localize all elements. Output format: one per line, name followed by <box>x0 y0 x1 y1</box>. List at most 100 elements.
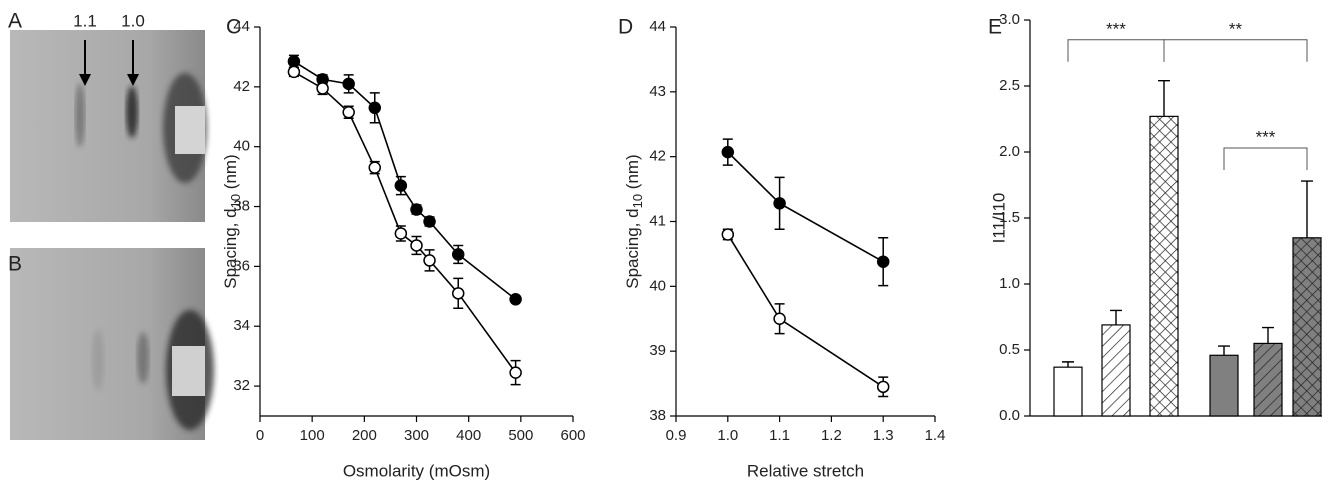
x-tick-label: 1.0 <box>717 427 738 444</box>
x-axis-label: Relative stretch <box>747 461 864 480</box>
series-line <box>293 71 517 374</box>
error-bar <box>1062 361 1074 368</box>
y-tick-label: 43 <box>649 83 666 100</box>
y-tick-label: 3.0 <box>999 11 1020 28</box>
marker <box>423 254 436 267</box>
y-axis-label: I11/I10 <box>989 193 1008 244</box>
significance-label: *** <box>1256 128 1276 147</box>
x-tick-label: 200 <box>352 427 377 444</box>
y-tick-label: 42 <box>233 78 250 95</box>
reflection-label: 1.0 <box>121 11 145 30</box>
marker <box>410 239 423 252</box>
y-axis-label-part: Spacing, d <box>221 208 240 288</box>
panel-label: D <box>618 16 633 39</box>
series-line <box>293 60 517 300</box>
significance-label: ** <box>1229 19 1243 38</box>
marker <box>423 215 436 228</box>
y-tick-label: 1.0 <box>999 275 1020 292</box>
y-axis-label: Spacing, d10 (nm) <box>623 154 645 288</box>
error-bar <box>1218 345 1230 356</box>
x-tick-label: 100 <box>300 427 325 444</box>
y-tick-label: 42 <box>649 148 666 165</box>
marker <box>394 179 408 192</box>
y-tick-label: 38 <box>233 198 250 215</box>
panel-label: E <box>988 16 1002 39</box>
marker <box>316 82 329 95</box>
bar <box>1292 237 1322 417</box>
y-axis-label: Spacing, d10 (nm) <box>221 154 243 288</box>
marker <box>721 228 735 241</box>
marker <box>451 248 465 261</box>
y-tick-label: 0.0 <box>999 407 1020 424</box>
diffraction-image-b <box>10 248 214 440</box>
y-axis-label-part: Spacing, d <box>623 208 642 288</box>
y-tick-label: 1.5 <box>999 209 1020 226</box>
error-bar <box>1301 180 1313 238</box>
y-axis-label-part: (nm) <box>623 154 642 194</box>
y-tick-label: 41 <box>649 212 666 229</box>
series-line <box>727 234 884 388</box>
panel-label: B <box>8 253 22 276</box>
x-tick-label: 1.3 <box>873 427 894 444</box>
y-axis-label-part: 10 <box>630 194 645 208</box>
y-tick-label: 40 <box>649 277 666 294</box>
marker <box>368 161 382 174</box>
y-tick-label: 34 <box>233 317 250 334</box>
marker <box>876 380 890 394</box>
y-tick-label: 0.5 <box>999 341 1020 358</box>
marker <box>368 101 382 115</box>
marker <box>773 197 786 210</box>
significance-bracket <box>1163 39 1308 62</box>
marker <box>287 55 301 68</box>
marker <box>509 293 522 306</box>
y-tick-label: 2.5 <box>999 77 1020 94</box>
diffraction-image-a <box>10 30 207 222</box>
x-tick-label: 1.4 <box>925 427 946 444</box>
bar <box>1053 366 1083 417</box>
x-axis-label: Osmolarity (mOsm) <box>343 461 490 480</box>
significance-label: *** <box>1106 19 1126 38</box>
y-tick-label: 40 <box>233 138 250 155</box>
y-tick-label: 38 <box>649 407 666 424</box>
significance-bracket <box>1067 39 1165 62</box>
y-axis-label-part: 10 <box>228 194 243 208</box>
marker <box>876 255 890 268</box>
marker <box>394 227 408 240</box>
error-bar <box>1262 326 1274 344</box>
y-tick-label: 36 <box>233 257 250 274</box>
x-tick-label: 500 <box>508 427 533 444</box>
x-tick-label: 0.9 <box>666 427 687 444</box>
marker <box>509 366 522 379</box>
marker <box>287 65 301 79</box>
bar <box>1149 115 1179 417</box>
marker <box>342 77 355 91</box>
y-tick-label: 44 <box>649 18 666 35</box>
error-bar <box>1158 80 1170 117</box>
bar <box>1253 342 1283 417</box>
significance-bracket <box>1223 147 1308 171</box>
panel-label: C <box>226 16 241 39</box>
x-tick-label: 1.1 <box>769 427 790 444</box>
marker <box>773 312 786 325</box>
marker <box>342 106 355 119</box>
x-tick-label: 600 <box>560 427 585 444</box>
x-tick-label: 0 <box>256 427 264 444</box>
y-axis-label-part: (nm) <box>221 154 240 194</box>
series-line <box>727 151 884 263</box>
x-tick-label: 300 <box>404 427 429 444</box>
x-tick-label: 400 <box>456 427 481 444</box>
bar <box>1209 354 1239 417</box>
y-tick-label: 32 <box>233 377 250 394</box>
marker <box>721 145 735 159</box>
y-tick-label: 39 <box>649 342 666 359</box>
marker <box>410 203 423 216</box>
reflection-label: 1.1 <box>73 11 97 30</box>
error-bar <box>1110 309 1122 325</box>
x-tick-label: 1.2 <box>821 427 842 444</box>
bar <box>1101 324 1131 417</box>
y-tick-label: 2.0 <box>999 143 1020 160</box>
panel-label: A <box>8 10 22 33</box>
marker <box>451 287 465 300</box>
y-tick-label: 44 <box>233 18 250 35</box>
